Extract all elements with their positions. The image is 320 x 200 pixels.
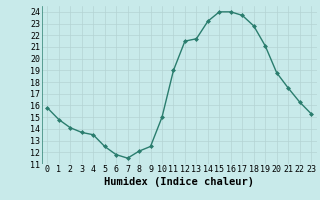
- X-axis label: Humidex (Indice chaleur): Humidex (Indice chaleur): [104, 177, 254, 187]
